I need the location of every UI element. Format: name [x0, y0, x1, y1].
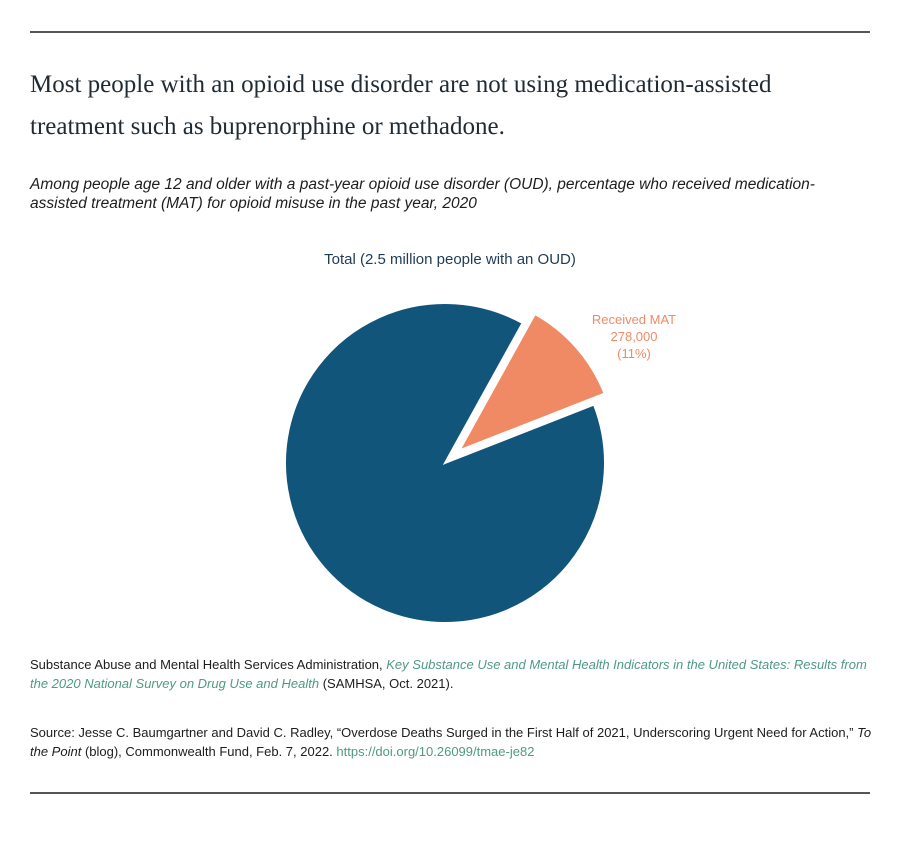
slice-count-label: 278,000	[611, 329, 658, 344]
source-italic: To the Point	[30, 725, 872, 759]
headline: Most people with an opioid use disorder …	[30, 71, 772, 140]
data-source: Substance Abuse and Mental Health Servic…	[30, 655, 875, 693]
bottom-rule	[30, 792, 870, 794]
chart: Total (2.5 million people with an OUD) R…	[284, 251, 676, 624]
pie-slice	[457, 312, 606, 453]
doi-link[interactable]: https://doi.org/10.26099/tmae-je82	[336, 744, 535, 759]
pie-slice	[284, 302, 606, 624]
source-text: Substance Abuse and Mental Health Servic…	[30, 657, 387, 672]
subtitle: Among people age 12 and older with a pas…	[30, 176, 815, 212]
top-rule	[30, 31, 870, 33]
chart-title: Total (2.5 million people with an OUD)	[324, 251, 576, 268]
slice-value-label: (11%)	[617, 346, 651, 361]
source-text: (SAMHSA, Oct. 2021).	[319, 676, 454, 691]
source-text: (blog), Commonwealth Fund, Feb. 7, 2022.	[81, 744, 337, 759]
slice-label: Received MAT	[592, 312, 676, 327]
source-text: Source: Jesse C. Baumgartner and David C…	[30, 725, 858, 740]
source: Source: Jesse C. Baumgartner and David C…	[30, 723, 875, 761]
source-link[interactable]: Key Substance Use and Mental Health Indi…	[30, 657, 867, 691]
